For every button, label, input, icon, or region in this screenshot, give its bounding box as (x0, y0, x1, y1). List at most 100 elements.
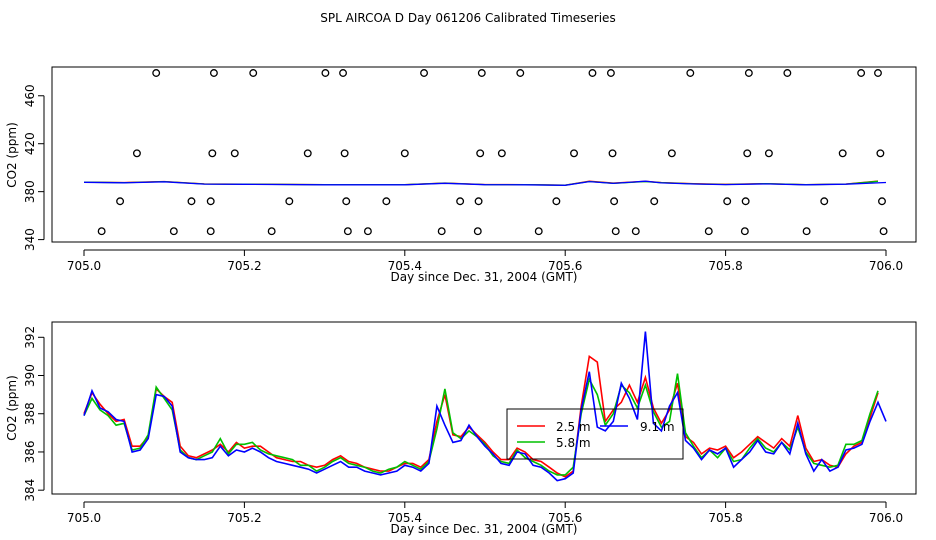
calibration-point (876, 149, 885, 158)
bottom-x-tick-label: 705.2 (227, 511, 261, 525)
bottom-y-tick-label: 390 (23, 364, 37, 387)
calibration-point (650, 197, 659, 206)
calibration-point (363, 227, 372, 236)
top-x-tick-label: 706.0 (869, 259, 903, 273)
calibration-point (704, 227, 713, 236)
top-x-axis-label: Day since Dec. 31, 2004 (GMT) (391, 270, 578, 284)
bottom-x-tick-label: 705.4 (388, 511, 422, 525)
calibration-point (169, 227, 178, 236)
top-marks (83, 69, 888, 236)
calibration-point (741, 197, 750, 206)
bottom-x-axis-label: Day since Dec. 31, 2004 (GMT) (391, 522, 578, 536)
calibration-point (474, 197, 483, 206)
calibration-point (874, 69, 882, 77)
calibration-point (783, 69, 792, 77)
calibration-point (552, 197, 561, 206)
calibration-point (743, 149, 752, 158)
calibration-point (610, 197, 619, 206)
top-panel: 705.0 705.2 705.4 705.6 705.8 706.0 340 380 420 4… (5, 66, 917, 284)
bottom-x-tick-label: 705.8 (708, 511, 742, 525)
calibration-point (340, 149, 349, 158)
legend-label-2.5m: 2.5 m (556, 420, 591, 434)
calibration-point (209, 69, 218, 77)
calibration-point (267, 227, 276, 236)
series-line-9.1m (83, 331, 887, 482)
calibration-point (249, 69, 258, 77)
calibration-point (437, 227, 446, 236)
legend-label-5.8m: 5.8 m (556, 436, 591, 450)
calibration-point (802, 227, 811, 236)
calibration-point (456, 197, 465, 206)
bottom-x-tick-label: 705.6 (548, 511, 582, 525)
calibration-point (116, 197, 125, 206)
calibration-point (473, 227, 482, 236)
top-y-tick-label: 340 (23, 228, 37, 251)
top-x-tick-label: 705.6 (548, 259, 582, 273)
calibration-point (764, 149, 773, 158)
top-x-tick-label: 705.8 (708, 259, 742, 273)
top-y-tick-label: 460 (23, 84, 37, 107)
calibration-point (606, 69, 615, 77)
calibration-point (208, 149, 217, 158)
calibration-point (631, 227, 640, 236)
calibration-point (206, 227, 215, 236)
series-line-2.5m (83, 355, 879, 478)
calibration-point (497, 149, 506, 158)
calibration-point (382, 197, 391, 206)
calibration-point (230, 149, 239, 158)
calibration-point (339, 69, 347, 77)
bottom-plot-frame (51, 321, 917, 495)
bottom-y-tick-label: 388 (23, 402, 37, 425)
calibration-point (588, 69, 597, 77)
bottom-y-tick-label: 386 (23, 441, 37, 464)
legend-label-9.1m: 9.1 m (640, 420, 675, 434)
figure-title: SPL AIRCOA D Day 061206 Calibrated Times… (320, 11, 615, 25)
top-x-tick-label: 705.2 (227, 259, 261, 273)
calibration-point (343, 227, 352, 236)
calibration-point (744, 69, 753, 77)
top-y-tick-label: 380 (23, 180, 37, 203)
top-plot-frame (51, 66, 917, 243)
legend: 2.5 m 5.8 m 9.1 m (506, 408, 684, 460)
calibration-point (97, 227, 106, 236)
calibration-point (477, 69, 486, 77)
calibration-point (667, 149, 676, 158)
bottom-y-axis-label: CO2 (ppm) (5, 375, 19, 441)
calibration-point (857, 69, 866, 77)
legend-box (506, 408, 684, 460)
top-axes: 705.0 705.2 705.4 705.6 705.8 706.0 340 380 420 4… (23, 84, 903, 273)
calibration-point (608, 149, 617, 158)
calibration-point (838, 149, 847, 158)
calibration-point (342, 197, 351, 206)
calibration-point (321, 69, 330, 77)
calibration-point (420, 69, 428, 77)
calibration-point (400, 149, 409, 158)
calibration-point (820, 197, 829, 206)
calibration-point (285, 197, 294, 206)
bottom-y-tick-label: 392 (23, 326, 37, 349)
calibration-point (878, 197, 886, 206)
bottom-x-tick-label: 705.0 (67, 511, 101, 525)
calibration-point (206, 197, 215, 206)
bottom-x-tick-label: 706.0 (869, 511, 903, 525)
top-x-tick-label: 705.4 (388, 259, 422, 273)
calibration-point (152, 69, 161, 77)
calibration-point (534, 227, 543, 236)
bottom-y-tick-label: 384 (23, 479, 37, 502)
calibration-point (476, 149, 485, 158)
calibration-point (686, 69, 695, 77)
top-x-tick-label: 705.0 (67, 259, 101, 273)
top-y-axis-label: CO2 (ppm) (5, 122, 19, 188)
series-line-9.1m (83, 180, 887, 186)
calibration-point (723, 197, 732, 206)
bottom-axes: 705.0 705.2 705.4 705.6 705.8 706.0 384 386 388 3… (23, 326, 903, 525)
calibration-point (516, 69, 525, 77)
calibration-point (570, 149, 578, 158)
bottom-panel: 705.0 705.2 705.4 705.6 705.8 706.0 384 386 388 3… (5, 321, 917, 536)
calibration-point (879, 227, 888, 236)
calibration-point (740, 227, 749, 236)
top-y-tick-label: 420 (23, 132, 37, 155)
bottom-marks (83, 331, 887, 482)
calibration-point (187, 197, 196, 206)
